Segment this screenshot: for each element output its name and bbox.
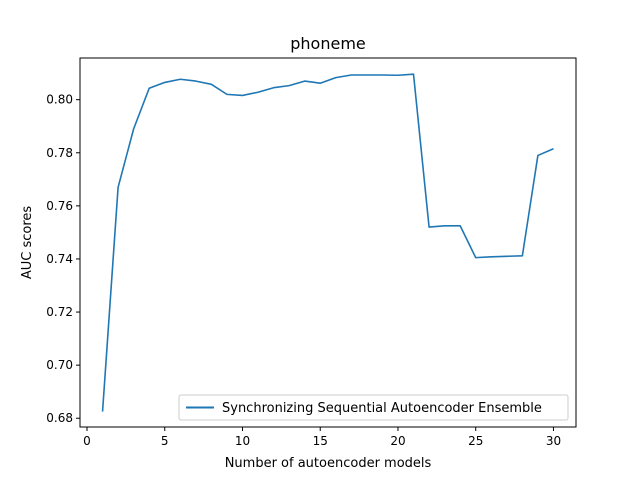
x-tick-label: 10 — [235, 434, 250, 448]
x-tick-label: 20 — [390, 434, 405, 448]
series-lines — [101, 73, 554, 412]
plot-frame — [79, 57, 577, 428]
y-tick-label: 0.80 — [46, 93, 73, 107]
y-tick-label: 0.70 — [46, 358, 73, 372]
chart-title: phoneme — [290, 34, 366, 53]
x-tick-label: 0 — [83, 434, 91, 448]
series-line — [101, 73, 554, 412]
axis-ticks: 0 5 10 15 20 25 30 0.68 0.70 0.72 0.74 0.76 0.78 0.80 — [46, 93, 561, 448]
legend-box — [178, 394, 569, 421]
y-tick-label: 0.76 — [46, 199, 73, 213]
legend-label: Synchronizing Sequential Autoencoder Ens… — [222, 401, 542, 416]
x-tick-label: 15 — [313, 434, 328, 448]
x-tick-label: 30 — [546, 434, 561, 448]
x-axis-label: Number of autoencoder models — [225, 456, 432, 471]
legend: Synchronizing Sequential Autoencoder Ens… — [178, 394, 569, 421]
y-tick-label: 0.68 — [46, 411, 73, 425]
y-tick-label: 0.72 — [46, 305, 73, 319]
y-tick-label: 0.78 — [46, 146, 73, 160]
x-tick-label: 5 — [161, 434, 169, 448]
y-axis-label: AUC scores — [20, 206, 35, 280]
y-tick-label: 0.74 — [46, 252, 73, 266]
x-tick-label: 25 — [468, 434, 483, 448]
